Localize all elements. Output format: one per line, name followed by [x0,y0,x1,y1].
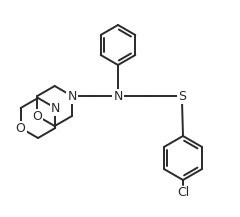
Text: Cl: Cl [177,186,189,199]
Text: O: O [32,110,42,123]
Text: S: S [178,89,186,102]
Text: O: O [16,122,26,135]
Text: N: N [51,102,60,115]
Text: N: N [113,89,123,102]
Text: N: N [67,89,77,102]
Text: N: N [67,89,77,102]
